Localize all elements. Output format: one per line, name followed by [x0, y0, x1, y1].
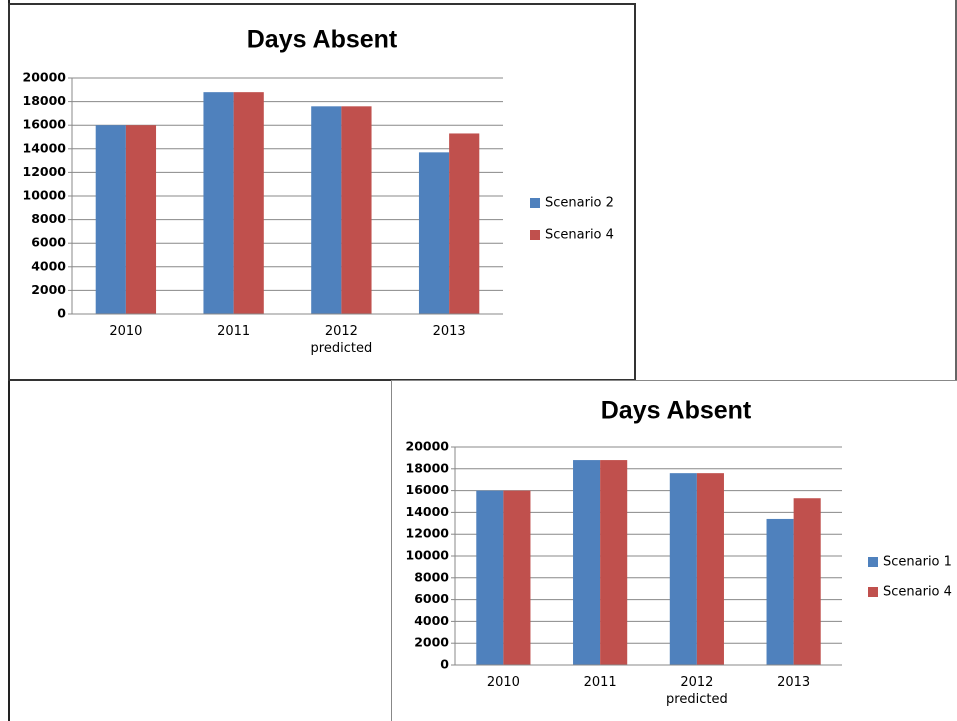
legend-swatch — [530, 230, 540, 240]
bar — [573, 460, 601, 665]
x-tick-label: 2012 predicted — [310, 324, 373, 356]
bar — [669, 473, 697, 665]
legend-swatch — [868, 557, 878, 567]
x-tick-label: 2010 — [109, 324, 143, 339]
y-tick-label: 10000 — [23, 188, 67, 203]
chart: Days Absent 0 2000 4000 6000 8000 10000 12000 14… — [23, 26, 614, 321]
legend-label: Scenario 1 — [883, 555, 952, 570]
bar — [449, 133, 480, 314]
x-tick-label: 2011 — [217, 324, 251, 339]
y-tick-label: 18000 — [23, 93, 67, 108]
y-tick-label: 6000 — [31, 235, 66, 250]
bar — [793, 498, 821, 665]
y-tick-label: 0 — [440, 657, 449, 672]
y-tick-label: 4000 — [414, 613, 449, 628]
y-tick-label: 20000 — [406, 439, 450, 454]
y-tick-label: 14000 — [406, 504, 450, 519]
chart-panel: Days Absent 0 2000 4000 6000 8000 10000 12000 14… — [8, 3, 636, 381]
y-tick-label: 4000 — [31, 258, 66, 273]
legend-swatch — [530, 198, 540, 208]
y-tick-label: 8000 — [414, 569, 449, 584]
legend-label: Scenario 2 — [545, 196, 614, 211]
y-tick-label: 8000 — [31, 211, 66, 226]
x-tick-label: 2010 — [486, 675, 520, 690]
bar — [476, 490, 504, 665]
y-tick-label: 12000 — [23, 164, 67, 179]
y-tick-label: 20000 — [23, 70, 67, 85]
chart-title: Days Absent — [247, 26, 398, 54]
legend-label: Scenario 4 — [545, 228, 614, 243]
chart: Days Absent 0 2000 4000 6000 8000 10000 12000 14… — [406, 397, 952, 672]
y-tick-label: 16000 — [406, 482, 450, 497]
bar — [766, 518, 794, 665]
legend-swatch — [868, 587, 878, 597]
bar — [311, 106, 342, 314]
bar — [600, 460, 628, 665]
bar — [341, 106, 372, 314]
right-edge — [955, 0, 957, 721]
y-tick-label: 14000 — [23, 140, 67, 155]
y-tick-label: 0 — [57, 306, 66, 321]
bar — [233, 92, 264, 314]
legend-label: Scenario 4 — [883, 585, 952, 600]
chart-panel: Days Absent 0 2000 4000 6000 8000 10000 12000 14… — [391, 380, 957, 721]
y-tick-label: 12000 — [406, 526, 450, 541]
x-tick-label: 2011 — [583, 675, 617, 690]
bar — [125, 125, 157, 314]
y-tick-label: 6000 — [414, 591, 449, 606]
x-tick-label: 2012 predicted — [666, 675, 728, 707]
y-tick-label: 2000 — [31, 282, 66, 297]
chart-title: Days Absent — [601, 397, 752, 425]
bar — [418, 152, 450, 314]
x-tick-label: 2013 — [432, 324, 466, 339]
y-tick-label: 10000 — [406, 548, 450, 563]
bar — [696, 473, 724, 665]
bar — [95, 125, 126, 314]
y-tick-label: 18000 — [406, 460, 450, 475]
y-tick-label: 2000 — [414, 635, 449, 650]
y-tick-label: 16000 — [23, 117, 67, 132]
x-tick-label: 2013 — [777, 675, 811, 690]
bar — [503, 490, 531, 665]
bar — [203, 92, 234, 314]
